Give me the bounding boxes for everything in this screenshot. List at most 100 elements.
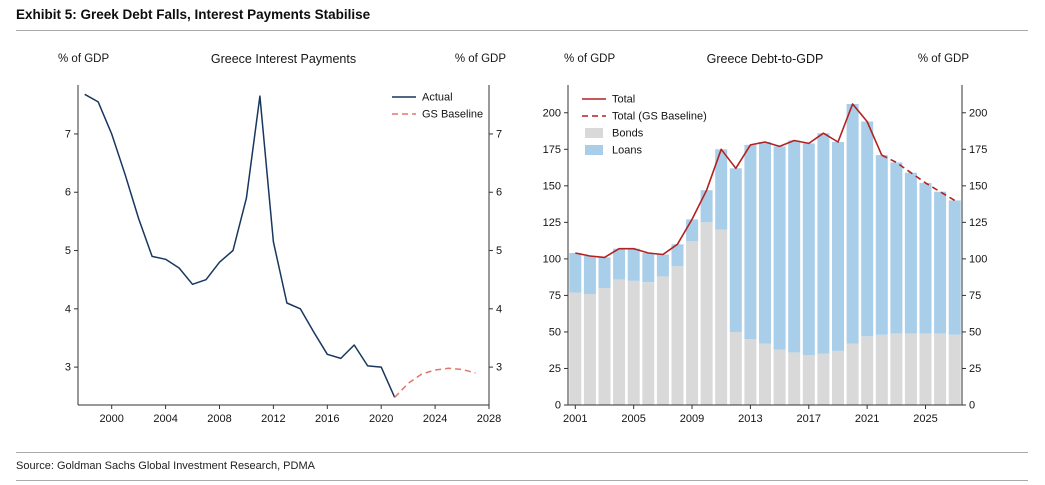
series-gs-baseline	[394, 367, 476, 398]
y-tick-label: 100	[969, 253, 987, 265]
x-tick-label: 2016	[315, 413, 339, 425]
bonds-bar	[686, 241, 699, 405]
bonds-bar	[583, 293, 596, 405]
legend-label: Total	[612, 94, 635, 106]
x-tick-label: 2020	[369, 413, 393, 425]
debt-to-gdp-chart: 0 0 25 25 50 50 75 75 100 100 125 125 150 150 175 175 20…	[543, 85, 987, 425]
y-tick-label: 3	[496, 362, 502, 374]
bonds-bar	[861, 336, 874, 405]
axes: 0 0 25 25 50 50 75 75 100 100 125 125 150 150 175 175 20…	[543, 85, 987, 425]
series-actual	[84, 93, 396, 398]
y-tick-label: 7	[65, 128, 71, 140]
right-chart-unit-right: % of GDP	[917, 53, 969, 65]
loans-bar	[802, 143, 815, 356]
legend-label: Bonds	[612, 128, 644, 140]
charts-row: % of GDP Greece Interest Payments % of G…	[0, 50, 1045, 437]
y-tick-label: 50	[969, 326, 981, 338]
x-tick-label: 2025	[913, 413, 937, 425]
right-chart-unit-left: % of GDP	[564, 53, 616, 65]
x-tick-label: 2001	[563, 413, 587, 425]
x-tick-label: 2017	[797, 413, 821, 425]
y-tick-label: 25	[969, 363, 981, 375]
loans-bar	[656, 254, 669, 277]
bonds-bar	[627, 280, 640, 405]
legend-label: Loans	[612, 145, 642, 157]
loans-bar	[671, 244, 684, 267]
interest-payments-panel: % of GDP Greece Interest Payments % of G…	[40, 50, 540, 437]
bonds-bar	[788, 352, 801, 405]
x-tick-label: 2008	[207, 413, 231, 425]
left-chart-title: Greece Interest Payments	[210, 52, 357, 66]
y-tick-label: 5	[496, 245, 502, 257]
exhibit-title: Exhibit 5: Greek Debt Falls, Interest Pa…	[16, 7, 371, 22]
source-text: Source: Goldman Sachs Global Investment …	[16, 460, 315, 472]
loans-bar	[948, 200, 961, 335]
x-tick-label: 2024	[423, 413, 447, 425]
source-bar: Source: Goldman Sachs Global Investment …	[16, 452, 1028, 481]
bonds-bar	[613, 279, 626, 405]
legend-rect-swatch	[585, 128, 603, 138]
loans-bar	[642, 253, 655, 283]
bonds-bar	[904, 333, 917, 405]
title-divider	[16, 30, 1028, 31]
legend-label: GS Baseline	[422, 109, 483, 121]
y-tick-label: 150	[543, 180, 561, 192]
x-tick-label: 2013	[738, 413, 762, 425]
loans-bar	[700, 190, 713, 223]
bonds-bar	[773, 349, 786, 405]
loans-bar	[875, 155, 888, 335]
loans-bar	[627, 248, 640, 281]
loans-bar	[904, 172, 917, 334]
bonds-bar	[919, 333, 932, 405]
loans-bar	[832, 142, 844, 351]
bonds-bar	[948, 334, 961, 405]
loans-bar	[788, 140, 801, 353]
x-tick-label: 2021	[855, 413, 879, 425]
y-tick-label: 6	[65, 187, 71, 199]
bonds-bar	[890, 333, 903, 405]
loans-bar	[890, 162, 903, 334]
series-total	[575, 103, 883, 259]
y-tick-label: 0	[969, 400, 975, 412]
loans-bar	[934, 191, 947, 334]
loans-bar	[583, 256, 596, 294]
loans-bar	[817, 133, 830, 354]
loans-bar	[759, 142, 771, 344]
legend-rect-swatch	[585, 145, 603, 155]
bonds-bar	[875, 334, 888, 405]
right-chart-title: Greece Debt-to-GDP	[706, 52, 824, 66]
stacked-bars	[569, 104, 961, 405]
bonds-bar	[671, 266, 684, 405]
loans-bar	[729, 168, 742, 332]
legend-label: Actual	[422, 92, 453, 104]
y-tick-label: 175	[969, 144, 987, 156]
bonds-bar	[700, 222, 713, 405]
axis-frame	[77, 85, 490, 406]
y-tick-label: 175	[543, 144, 561, 156]
y-tick-label: 150	[969, 180, 987, 192]
y-tick-label: 50	[549, 326, 561, 338]
x-tick-label: 2000	[99, 413, 123, 425]
y-tick-label: 75	[549, 290, 561, 302]
loans-bar	[861, 121, 874, 337]
y-tick-label: 7	[496, 128, 502, 140]
loans-bar	[744, 144, 757, 340]
y-tick-label: 4	[65, 303, 71, 315]
series-total-gs-baseline-	[881, 154, 956, 202]
bonds-bar	[656, 276, 669, 405]
loans-bar	[569, 253, 582, 293]
y-tick-label: 200	[969, 107, 987, 119]
y-tick-label: 0	[555, 400, 561, 412]
interest-payments-header: % of GDP Greece Interest Payments % of G…	[40, 50, 540, 72]
loans-bar	[846, 104, 859, 344]
bonds-bar	[642, 282, 655, 405]
y-tick-label: 125	[543, 217, 561, 229]
bonds-bar	[744, 339, 757, 405]
bonds-bar	[729, 331, 742, 405]
bonds-bar	[817, 353, 830, 405]
x-tick-label: 2005	[621, 413, 645, 425]
bonds-bar	[715, 229, 728, 405]
x-tick-label: 2028	[477, 413, 501, 425]
axes: 3 3 4 4 5 5 6 6 7 7 2000 2004 2008 2012 2016 2020 2024 20…	[65, 85, 502, 425]
